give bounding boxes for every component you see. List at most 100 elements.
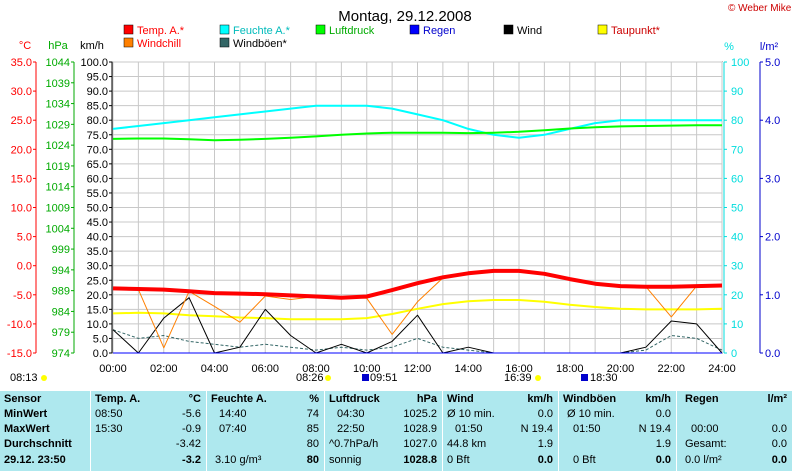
- series-line-tempa: [112, 268, 723, 300]
- pressure_hpa-tick-label: 1024: [46, 140, 70, 152]
- temp_c-tick-label: -15.0: [7, 348, 32, 360]
- x-tick-label: 14:00: [454, 363, 482, 375]
- sunset-time: 18:30: [590, 372, 618, 384]
- stats-pressure-current: 1028.8: [403, 454, 437, 466]
- moon-icon: [362, 374, 369, 381]
- stats-rain-unit: l/m²: [767, 393, 787, 405]
- wind_kmh-axis-label: km/h: [80, 40, 104, 52]
- wind_kmh-tick-label: 15.0: [87, 304, 108, 316]
- stats-gusts-unit: km/h: [645, 393, 671, 405]
- wind_kmh-tick-label: 55.0: [87, 188, 108, 200]
- pressure_hpa-tick-label: 994: [52, 265, 70, 277]
- stats-rain-column: Regen l/m² 00:00 0.0 Gesamt: 0.0 0.0 l/m² 0.…: [676, 391, 793, 471]
- humidity_pct-tick-label: 50: [731, 203, 743, 215]
- legend-swatch: [503, 24, 514, 35]
- statistics-table: Sensor MinWert MaxWert Durchschnitt 29.1…: [0, 391, 810, 471]
- wind_kmh-tick-label: 100.0: [80, 57, 108, 69]
- humidity_pct-tick-label: 100: [731, 57, 749, 69]
- legend-label: Windböen*: [233, 38, 288, 50]
- stats-pressure-header: Luftdruck: [329, 393, 380, 405]
- stats-humidity-max: 85: [306, 423, 319, 435]
- pressure_hpa-tick-label: 1029: [46, 119, 70, 131]
- credit-text: © Weber Mike: [728, 3, 792, 14]
- temp_c-tick-label: 25.0: [11, 115, 32, 127]
- rain_lm2-axis-label: l/m²: [760, 41, 779, 53]
- x-tick-label: 02:00: [150, 363, 178, 375]
- stats-humidity-min-time: 14:40: [219, 408, 247, 420]
- legend-swatch: [315, 24, 326, 35]
- stats-temp-min: -5.6: [182, 408, 201, 420]
- stats-humidity-absolute: 3.10 g/m³: [215, 454, 262, 466]
- stats-pressure-min: 1025.2: [403, 408, 437, 420]
- x-tick-label: 08:00: [302, 363, 330, 375]
- rain_lm2-tick-label: 4.0: [765, 115, 780, 127]
- humidity_pct-tick-label: 10: [731, 319, 743, 331]
- stats-humidity-current: 80: [306, 454, 319, 466]
- x-tick-label: 22:00: [657, 363, 685, 375]
- wind_kmh-tick-label: 50.0: [87, 203, 108, 215]
- wind_kmh-tick-label: 0.0: [93, 348, 108, 360]
- humidity_pct-tick-label: 70: [731, 144, 743, 156]
- stats-wind-header: Wind: [447, 393, 474, 405]
- pressure_hpa-tick-label: 1044: [46, 57, 70, 69]
- stats-rain-total-label: Gesamt:: [685, 438, 727, 450]
- x-tick-label: 06:00: [251, 363, 279, 375]
- humidity_pct-tick-label: 30: [731, 261, 743, 273]
- wind_kmh-tick-label: 5.0: [93, 333, 108, 345]
- legend-label: Wind: [517, 25, 542, 37]
- stats-humidity-column: Feuchte A.% 14:40 74 07:40 85 80 3.10 g/m³…: [206, 391, 325, 471]
- stats-gusts-extra: 1.9: [655, 438, 671, 450]
- stats-temp-column: Temp. A. °C 08:50 -5.6 15:30 -0.9 -3.42 -3.…: [90, 391, 207, 471]
- humidity_pct-axis-label: %: [724, 41, 734, 53]
- stats-temp-current: -3.2: [182, 454, 201, 466]
- pressure_hpa-tick-label: 1034: [46, 99, 70, 111]
- stats-wind-bft: 0 Bft: [447, 454, 470, 466]
- stats-gusts-avg-label: Ø 10 min.: [567, 408, 615, 420]
- legend-swatch: [123, 37, 134, 48]
- temp_c-axis-label: °C: [19, 40, 31, 52]
- humidity_pct-tick-label: 20: [731, 290, 743, 302]
- wind_kmh-tick-label: 60.0: [87, 173, 108, 185]
- plot-area: [112, 61, 723, 354]
- wind_kmh-tick-label: 45.0: [87, 217, 108, 229]
- stats-humidity-header: Feuchte A.: [211, 393, 267, 405]
- stats-humidity-min: 74: [306, 408, 319, 420]
- pressure_hpa-tick-label: 974: [52, 348, 70, 360]
- stats-label-min: MinWert: [4, 408, 48, 420]
- stats-pressure-trend: ^0.7hPa/h: [329, 438, 379, 450]
- stats-gusts-avg: 0.0: [655, 408, 671, 420]
- stats-label-average: Durchschnitt: [4, 438, 72, 450]
- sunrise-time: 08:13: [10, 372, 38, 384]
- pressure_hpa-tick-label: 1039: [46, 78, 70, 90]
- chart-legend: Temp. A.* Feuchte A.* Luftdruck Regen Wind Ta…: [123, 24, 661, 50]
- stats-wind-avg-label: Ø 10 min.: [447, 408, 495, 420]
- stats-rain-current: 0.0: [771, 454, 787, 466]
- pressure_hpa-tick-label: 1014: [46, 182, 70, 194]
- wind_kmh-tick-label: 35.0: [87, 246, 108, 258]
- stats-humidity-max-time: 07:40: [219, 423, 247, 435]
- temp_c-tick-label: 20.0: [11, 144, 32, 156]
- wind_kmh-tick-label: 80.0: [87, 115, 108, 127]
- stats-pressure-avg: 1027.0: [403, 438, 437, 450]
- humidity_pct-tick-label: 60: [731, 173, 743, 185]
- wind_kmh-tick-label: 25.0: [87, 275, 108, 287]
- stats-label-sensor: Sensor: [4, 393, 42, 405]
- wind_kmh-tick-label: 95.0: [87, 72, 108, 84]
- legend-swatch: [123, 24, 134, 35]
- stats-rain-max: 0.0: [771, 423, 787, 435]
- rain_lm2-tick-label: 5.0: [765, 57, 780, 69]
- x-tick-label: 20:00: [607, 363, 635, 375]
- stats-gusts-bft: 0 Bft: [573, 454, 596, 466]
- pressure_hpa-tick-label: 979: [52, 327, 70, 339]
- wind_kmh-tick-label: 70.0: [87, 144, 108, 156]
- stats-temp-header: Temp. A.: [95, 393, 141, 405]
- stats-temp-max-time: 15:30: [95, 423, 123, 435]
- moon-icon: [581, 374, 588, 381]
- sun-marker-icon: [535, 375, 541, 381]
- legend-swatch: [597, 24, 608, 35]
- legend-label: Windchill: [137, 38, 181, 50]
- pressure_hpa-tick-label: 989: [52, 286, 70, 298]
- wind_kmh-tick-label: 40.0: [87, 232, 108, 244]
- temp_c-tick-label: 10.0: [11, 203, 32, 215]
- moon-time-1: 08:26: [296, 372, 324, 384]
